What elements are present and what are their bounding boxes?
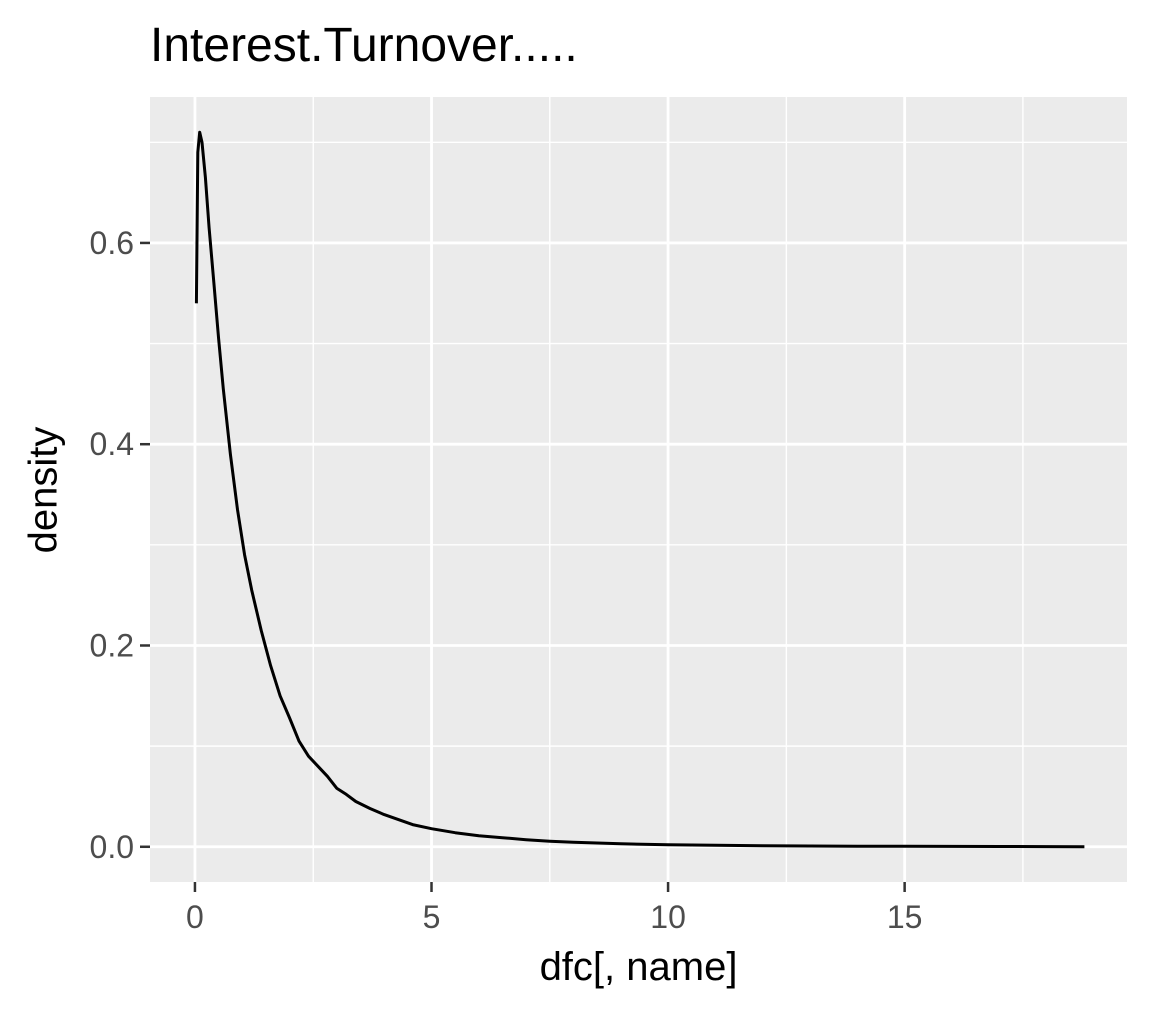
y-axis-label: density [21,426,66,554]
x-tick-label: 5 [423,899,441,935]
plot-panel [150,97,1127,882]
x-tick-label: 0 [186,899,204,935]
x-tick-label: 15 [887,899,923,935]
y-tick-label: 0.0 [90,829,134,865]
density-line [194,130,1085,849]
y-tick-label: 0.6 [90,225,134,261]
y-tick-label: 0.4 [90,426,134,462]
x-axis-label: dfc[, name] [539,945,738,989]
chart-title: Interest.Turnover..... [150,19,578,72]
x-tick-label: 10 [650,899,686,935]
y-tick-label: 0.2 [90,627,134,663]
